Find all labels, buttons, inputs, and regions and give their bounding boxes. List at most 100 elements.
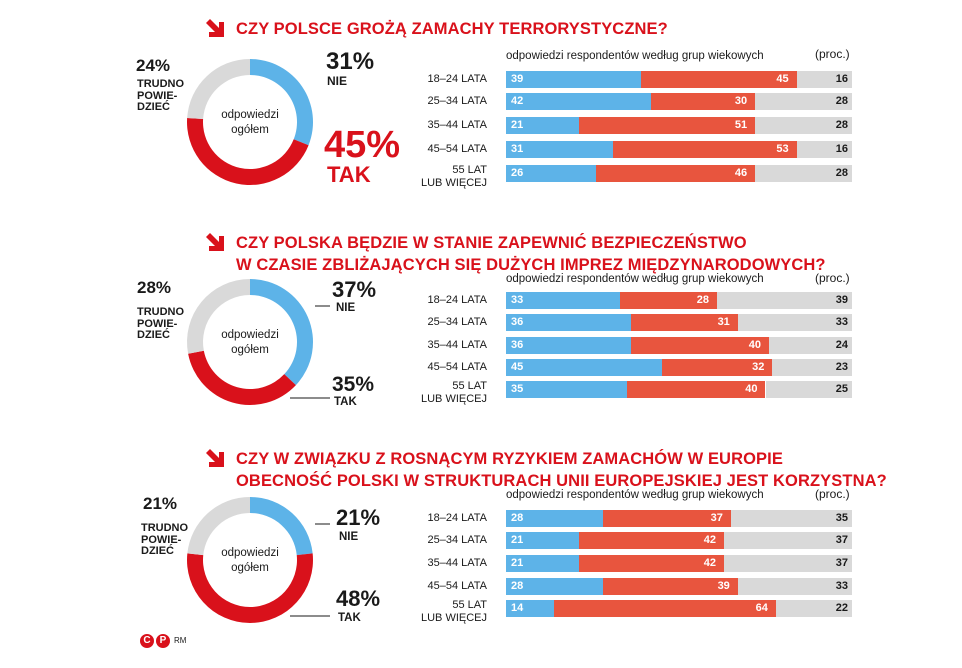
bar-segment-yes — [627, 381, 766, 398]
bar-segment-no — [506, 510, 603, 527]
bar-segment-unknown — [723, 532, 852, 549]
bar-segment-unknown — [775, 600, 852, 617]
unit-label: (proc.) — [815, 487, 850, 501]
bar-value-label: 28 — [696, 294, 710, 306]
bar-value-label: 36 — [511, 316, 524, 328]
unit-label: (proc.) — [815, 271, 850, 285]
bar-value-label: 40 — [748, 339, 761, 351]
donut-slice-yes — [186, 118, 309, 186]
bar-segment-yes — [640, 71, 797, 88]
age-group-label: 35–44 LATA — [427, 557, 487, 569]
bar-value-label: 39 — [835, 294, 848, 306]
no-percent: 31% — [326, 48, 375, 75]
yes-percent: 48% — [336, 586, 381, 611]
age-group-label: 25–34 LATA — [427, 534, 487, 546]
bar-segment-unknown — [717, 292, 852, 309]
bar-chart-caption: odpowiedzi respondentów według grup wiek… — [506, 50, 764, 62]
bar-value-label: 37 — [710, 512, 723, 524]
bar-segment-yes — [578, 117, 756, 134]
age-group-label: 25–34 LATA — [427, 95, 487, 107]
bar-value-label: 16 — [835, 143, 848, 155]
bar-segment-no — [506, 532, 579, 549]
bar-segment-yes — [630, 337, 769, 354]
bar-segment-unknown — [723, 555, 852, 572]
bar-value-label: 45 — [776, 73, 789, 85]
bar-value-label: 46 — [734, 167, 748, 179]
bar-value-label: 37 — [835, 557, 848, 569]
age-group-label: 45–54 LATA — [427, 361, 487, 373]
bar-value-label: 23 — [835, 361, 848, 373]
bar-segment-yes — [578, 555, 724, 572]
bar-segment-no — [506, 71, 641, 88]
donut-slice-unknown — [187, 59, 250, 120]
bar-value-label: 28 — [511, 512, 524, 524]
logo-letter-c: C — [140, 634, 154, 648]
age-group-label: 18–24 LATA — [427, 294, 487, 306]
bar-segment-yes — [578, 532, 724, 549]
donut-slice-yes — [187, 553, 313, 623]
bar-value-label: 64 — [755, 602, 768, 614]
author-credit: RM — [174, 636, 187, 645]
bar-segment-unknown — [755, 117, 852, 134]
bar-segment-unknown — [737, 314, 852, 331]
bar-value-label: 33 — [835, 580, 848, 592]
bar-value-label: 42 — [703, 557, 716, 569]
bar-value-label: 28 — [511, 580, 524, 592]
bar-segment-no — [506, 165, 596, 182]
bar-value-label: 39 — [717, 580, 730, 592]
donut-center-label: odpowiedzi ogółem — [221, 547, 279, 574]
unknown-percent: 24% — [136, 56, 171, 75]
unknown-percent: 21% — [143, 494, 178, 513]
bar-segment-unknown — [755, 165, 852, 182]
no-label: NIE — [327, 74, 348, 88]
no-label: NIE — [339, 531, 359, 543]
bar-segment-no — [506, 117, 579, 134]
bar-segment-yes — [620, 292, 718, 309]
bar-segment-unknown — [772, 359, 852, 376]
donut-slice-no — [250, 279, 313, 386]
bar-value-label: 35 — [511, 383, 524, 395]
bar-segment-no — [506, 578, 603, 595]
bar-value-label: 33 — [835, 316, 848, 328]
bar-value-label: 22 — [835, 602, 848, 614]
bar-segment-no — [506, 555, 579, 572]
bar-value-label: 21 — [511, 557, 524, 569]
question-title: W CZASIE ZBLIŻAJĄCYCH SIĘ DUŻYCH IMPREZ … — [236, 256, 826, 274]
bar-value-label: 32 — [752, 361, 765, 373]
yes-label: TAK — [327, 162, 371, 187]
bar-segment-no — [506, 381, 628, 398]
bar-segment-unknown — [755, 93, 852, 110]
bar-segment-unknown — [765, 381, 852, 398]
question-title: CZY POLSKA BĘDZIE W STANIE ZAPEWNIĆ BEZP… — [236, 234, 747, 252]
no-percent: 37% — [332, 277, 377, 302]
bar-value-label: 36 — [511, 339, 524, 351]
age-group-label: 18–24 LATA — [427, 73, 487, 85]
unknown-label: TRUDNO POWIE- DZIEĆ — [141, 522, 189, 558]
bar-value-label: 14 — [511, 602, 524, 614]
bar-segment-yes — [613, 141, 797, 158]
bar-value-label: 28 — [835, 95, 848, 107]
bar-value-label: 31 — [717, 316, 730, 328]
yes-percent: 35% — [332, 373, 375, 396]
unknown-label: TRUDNO POWIE- DZIEĆ — [137, 306, 185, 342]
question-title: OBECNOŚĆ POLSKI W STRUKTURACH UNII EUROP… — [236, 472, 887, 490]
bar-segment-yes — [630, 314, 738, 331]
age-group-label: 55 LAT LUB WIĘCEJ — [420, 380, 487, 405]
bar-value-label: 53 — [776, 143, 789, 155]
bar-value-label: 51 — [734, 119, 748, 131]
bar-chart-caption: odpowiedzi respondentów według grup wiek… — [506, 489, 764, 501]
bar-value-label: 24 — [835, 339, 848, 351]
question-title: CZY POLSCE GROŻĄ ZAMACHY TERRORYSTYCZNE? — [236, 20, 668, 38]
donut-slice-no — [250, 497, 313, 556]
bar-segment-no — [506, 292, 621, 309]
arrow-shape — [206, 233, 224, 251]
arrow-shape — [206, 449, 224, 467]
bar-value-label: 40 — [745, 383, 758, 395]
bar-segment-no — [506, 359, 662, 376]
bar-segment-yes — [554, 600, 776, 617]
bar-segment-no — [506, 141, 614, 158]
age-group-label: 45–54 LATA — [427, 143, 487, 155]
